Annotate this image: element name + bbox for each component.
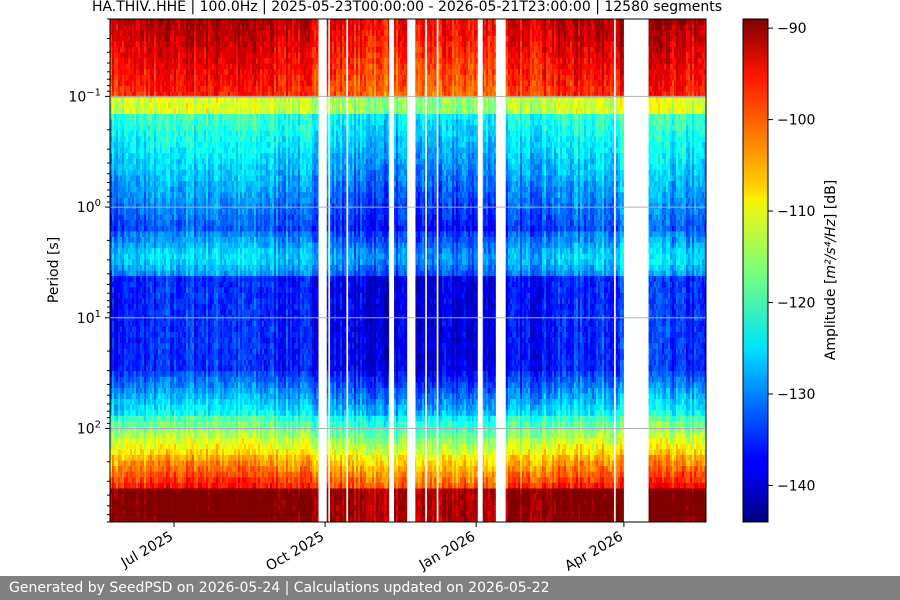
data-gap [614,19,616,522]
data-gap [495,19,506,522]
colorbar-tick-label: −140 [777,478,815,494]
colorbar-tick-label: −110 [777,204,815,220]
x-tick-label: Apr 2026 [562,529,626,575]
y-axis-label: Period [s] [46,237,62,303]
data-gap [318,19,327,522]
data-gap [425,19,427,522]
data-gap [389,19,395,522]
data-gap [407,19,416,522]
colorbar-tick-label: −130 [777,387,815,403]
plot-frame [109,18,707,523]
data-gap [436,19,439,522]
colorbar-label: Amplitude [m²/s⁴/Hz] [dB] [823,180,839,360]
colorbar-tick-label: −120 [777,296,815,312]
footer-bar: Generated by SeedPSD on 2026-05-24 | Cal… [0,576,900,600]
data-gaps [318,19,649,522]
x-tick-label: Jan 2026 [416,529,478,574]
footer-text: Generated by SeedPSD on 2026-05-24 | Cal… [9,580,550,596]
chart-title: HA.THIV..HHE | 100.0Hz | 2025-05-23T00:0… [92,0,722,15]
data-gap [623,19,649,522]
data-gap [328,19,331,522]
psd-spectrogram-figure: HA.THIV..HHE | 100.0Hz | 2025-05-23T00:0… [46,0,839,575]
y-tick-label: 102 [77,419,101,437]
grid-lines [110,95,706,429]
x-tick-label: Oct 2025 [263,529,327,575]
colorbar-tick-label: −90 [777,21,807,37]
x-tick-label: Jul 2025 [118,529,176,572]
colorbar [742,18,769,523]
colorbar-ticks: −90 −100 −110 −120 −130 −140 [768,21,815,494]
y-tick-label: 10−1 [68,87,101,105]
data-gap [477,19,483,522]
y-tick-label: 101 [77,309,101,327]
y-axis-ticks: 10−1 100 101 102 [68,18,110,523]
colorbar-tick-label: −100 [777,113,815,129]
data-gap [346,19,349,522]
x-axis-ticks: Jul 2025 Oct 2025 Jan 2026 Apr 2026 [118,522,626,575]
y-tick-label: 100 [77,198,101,216]
